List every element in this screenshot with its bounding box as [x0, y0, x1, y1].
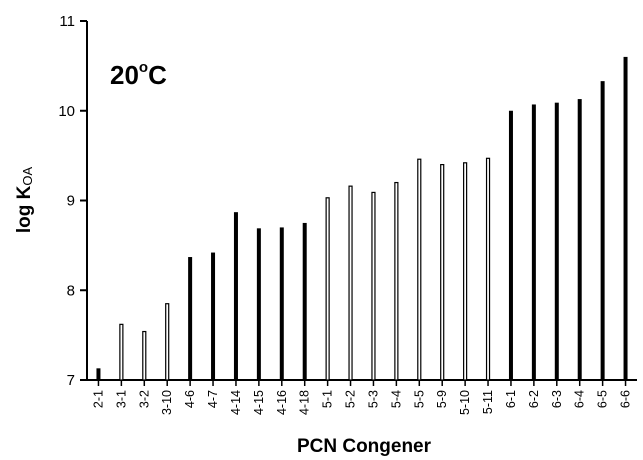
bar-4-14	[233, 212, 238, 380]
x-tick-label: 2-1	[91, 390, 105, 408]
x-tick-label: 6-2	[527, 390, 541, 408]
temperature-unit: C	[148, 60, 167, 90]
bar-5-2	[348, 185, 353, 381]
bar-6-1	[508, 110, 513, 380]
bar-5-5	[417, 158, 422, 381]
bar-5-9	[440, 164, 445, 381]
y-axis-ticks: 7 8 9 10 11	[58, 13, 87, 389]
bar-4-6	[188, 257, 193, 380]
x-tick-label: 5-2	[344, 390, 358, 408]
bar-4-16	[279, 227, 284, 380]
x-tick-label: 6-6	[619, 390, 633, 408]
x-tick-label: 4-6	[183, 390, 197, 408]
x-tick-label: 5-11	[481, 390, 495, 414]
bar-2-1	[96, 368, 101, 380]
y-axis-title-subscript: OA	[20, 167, 35, 186]
x-tick-label: 5-5	[412, 390, 426, 408]
bar-4-7	[211, 252, 216, 380]
x-tick-label: 4-15	[252, 390, 266, 415]
x-tick-label: 4-14	[229, 390, 243, 415]
bar-5-11	[485, 157, 491, 381]
x-tick-label: 5-3	[366, 390, 380, 408]
bar-6-5	[600, 81, 605, 380]
y-axis-title: log KOA	[14, 167, 35, 234]
bar-4-15	[256, 228, 261, 380]
x-tick-label: 5-1	[321, 390, 335, 408]
x-tick-label: 4-18	[298, 390, 312, 415]
x-tick-label: 6-1	[504, 390, 518, 408]
y-tick-label: 9	[67, 193, 75, 210]
temperature-value: 20	[110, 60, 139, 90]
x-tick-label: 4-7	[206, 390, 220, 408]
x-tick-label: 6-5	[596, 390, 610, 408]
x-tick-label: 5-4	[389, 390, 403, 408]
bar-6-2	[531, 104, 536, 380]
bar-3-10	[165, 303, 170, 381]
bar-6-6	[623, 56, 628, 381]
bar-5-1	[325, 197, 330, 381]
bar-3-2	[142, 330, 147, 381]
x-tick-label: 3-10	[160, 390, 174, 415]
x-tick-label: 5-9	[435, 390, 449, 408]
bars	[96, 56, 628, 381]
x-axis-ticks: 2-1 3-1 3-2 3-10 4-6 4-7 4-14 4-15 4-16 4-18 5-1 5-…	[91, 380, 633, 415]
y-tick-label: 7	[67, 372, 75, 389]
y-tick-label: 11	[59, 13, 75, 30]
bar-4-18	[302, 222, 307, 380]
bar-3-1	[119, 323, 124, 381]
x-axis-title: PCN Congener	[297, 436, 432, 457]
plot-area	[86, 21, 637, 381]
y-tick-label: 10	[58, 103, 75, 120]
x-tick-label: 6-4	[573, 390, 587, 408]
bar-5-10	[463, 162, 468, 381]
x-tick-label: 4-16	[275, 390, 289, 415]
bar-5-4	[394, 181, 399, 381]
y-axis-title-main: log K	[14, 185, 35, 233]
bar-6-4	[577, 99, 582, 381]
x-tick-label: 3-1	[114, 390, 128, 408]
x-tick-label: 5-10	[458, 390, 472, 415]
x-tick-label: 3-2	[137, 390, 151, 408]
temperature-annotation: 20oC	[110, 59, 167, 90]
x-tick-label: 6-3	[550, 390, 564, 408]
bar-6-3	[554, 102, 559, 381]
bar-5-3	[371, 191, 376, 381]
degree-symbol: o	[139, 59, 148, 76]
y-tick-label: 8	[67, 282, 75, 299]
